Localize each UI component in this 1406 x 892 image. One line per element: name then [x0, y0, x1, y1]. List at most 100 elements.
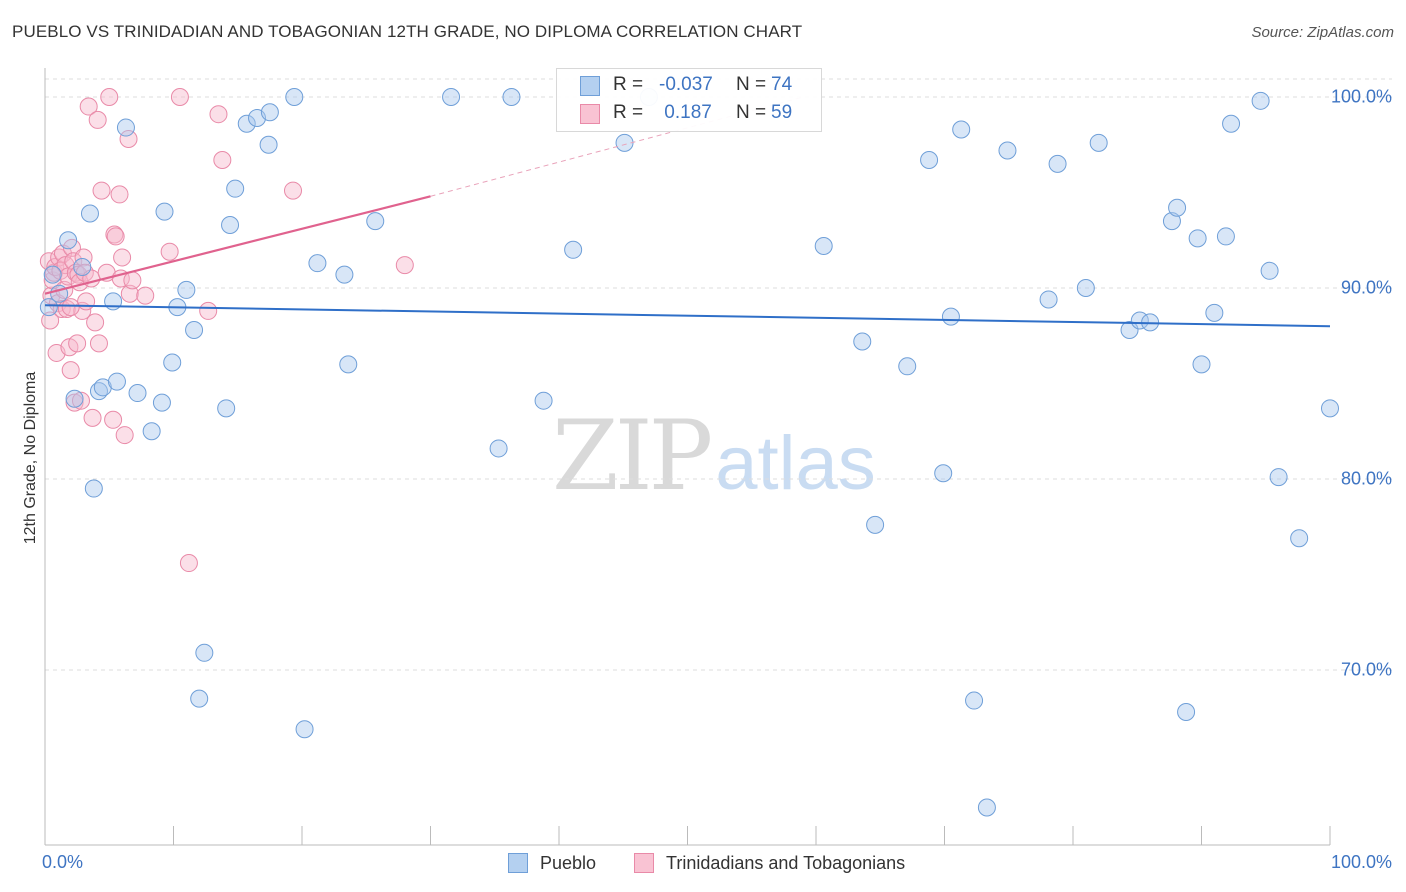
trinidad-point	[68, 334, 87, 353]
watermark-zip: ZIP	[552, 400, 713, 512]
trinidad-point	[213, 151, 232, 170]
trinidad-point	[74, 248, 93, 267]
pueblo-point	[116, 118, 135, 137]
trinidad-point	[88, 110, 107, 129]
trinidad-trend-extension	[430, 96, 804, 197]
pueblo-point	[853, 332, 872, 351]
pueblo-n-value: 74	[771, 74, 793, 95]
pueblo-point	[965, 691, 984, 710]
pueblo-point	[1222, 114, 1241, 133]
chart-title: PUEBLO VS TRINIDADIAN AND TOBAGONIAN 12T…	[12, 22, 803, 41]
pueblo-point	[39, 298, 58, 317]
pueblo-point	[259, 135, 278, 154]
pueblo-point	[977, 798, 996, 817]
pueblo-point	[1177, 703, 1196, 722]
trinidad-point	[92, 181, 111, 200]
pueblo-point	[73, 257, 92, 276]
pueblo-point	[43, 265, 62, 284]
x-tick-label-max: 100.0%	[1330, 852, 1392, 872]
trinidad-point	[395, 256, 414, 275]
pueblo-point	[339, 355, 358, 374]
x-tick-label-min: 0.0%	[42, 852, 84, 872]
trinidad-point	[53, 244, 72, 263]
pueblo-point	[1188, 229, 1207, 248]
trinidad-point	[170, 88, 189, 106]
trinidad-r-label: R =	[613, 102, 644, 123]
pueblo-point	[898, 357, 917, 376]
pueblo-point	[814, 236, 833, 255]
pueblo-point	[295, 720, 314, 739]
pueblo-point	[1192, 355, 1211, 374]
trinidad-point	[83, 408, 102, 427]
pueblo-point	[221, 215, 240, 234]
pueblo-point	[502, 88, 521, 106]
trinidad-n-label: N =	[736, 102, 767, 123]
trinidad-point	[100, 88, 119, 106]
pueblo-point	[1260, 261, 1279, 280]
trinidad-point	[179, 554, 198, 573]
pueblo-point	[1290, 529, 1309, 548]
pueblo-point	[1205, 303, 1224, 322]
trinidad-point	[61, 361, 80, 380]
trinidad-point	[123, 271, 142, 290]
pueblo-point	[1216, 227, 1235, 246]
trinidad-point	[120, 284, 139, 303]
trinidad-point	[65, 393, 84, 412]
trinidad-r-value: 0.187	[659, 102, 712, 123]
pueblo-point	[195, 643, 214, 662]
trinidad-point	[61, 298, 80, 317]
trinidad-point	[86, 313, 105, 332]
pueblo-point	[59, 231, 78, 250]
pueblo-point	[934, 464, 953, 483]
pueblo-point	[226, 179, 245, 198]
pueblo-point	[80, 204, 99, 223]
trinidad-point	[115, 426, 134, 445]
pueblo-point	[237, 114, 256, 133]
pueblo-point	[998, 141, 1017, 160]
pueblo-point	[442, 88, 461, 106]
pueblo-point	[217, 399, 236, 418]
pueblo-point	[920, 151, 939, 170]
y-tick-label: 100.0%	[1330, 86, 1392, 107]
pueblo-point	[163, 353, 182, 372]
pueblo-point	[308, 254, 327, 273]
y-tick-label: 80.0%	[1340, 468, 1392, 489]
pueblo-point	[142, 422, 161, 441]
pueblo-point	[185, 321, 204, 340]
pueblo-point	[65, 389, 84, 408]
pueblo-swatch-icon	[580, 76, 600, 96]
trinidad-point	[209, 105, 228, 124]
pueblo-n-label: N =	[736, 74, 767, 95]
pueblo-point	[84, 479, 103, 498]
pueblo-point	[1089, 133, 1108, 152]
pueblo-point	[952, 120, 971, 139]
source-credit: Source: ZipAtlas.com	[1251, 24, 1394, 41]
trinidad-swatch-icon	[580, 104, 600, 124]
pueblo-point	[1162, 212, 1181, 231]
trinidad-point	[110, 185, 129, 204]
y-tick-label: 70.0%	[1340, 659, 1392, 680]
legend-label-pueblo: Pueblo	[540, 853, 597, 873]
trinidad-point	[160, 242, 179, 261]
watermark: ZIPatlas	[552, 400, 876, 512]
pueblo-point	[1321, 399, 1339, 418]
trinidad-point	[79, 97, 98, 116]
pueblo-point	[1048, 154, 1067, 173]
pueblo-point	[107, 372, 126, 391]
pueblo-point	[1039, 290, 1058, 309]
pueblo-legend-swatch-icon	[508, 853, 528, 873]
pueblo-point	[152, 393, 171, 412]
pueblo-point	[177, 280, 196, 299]
trinidad-point	[89, 334, 108, 353]
trinidad-point	[71, 391, 90, 410]
trinidad-point	[284, 181, 303, 200]
trinidad-point	[106, 227, 125, 246]
trinidad-point	[104, 410, 123, 429]
pueblo-point	[366, 212, 385, 231]
trinidad-point	[77, 292, 96, 311]
pueblo-r-value: -0.037	[659, 74, 713, 95]
pueblo-point	[1269, 468, 1288, 487]
trinidad-n-value: 59	[771, 102, 793, 123]
pueblo-point	[534, 391, 553, 410]
